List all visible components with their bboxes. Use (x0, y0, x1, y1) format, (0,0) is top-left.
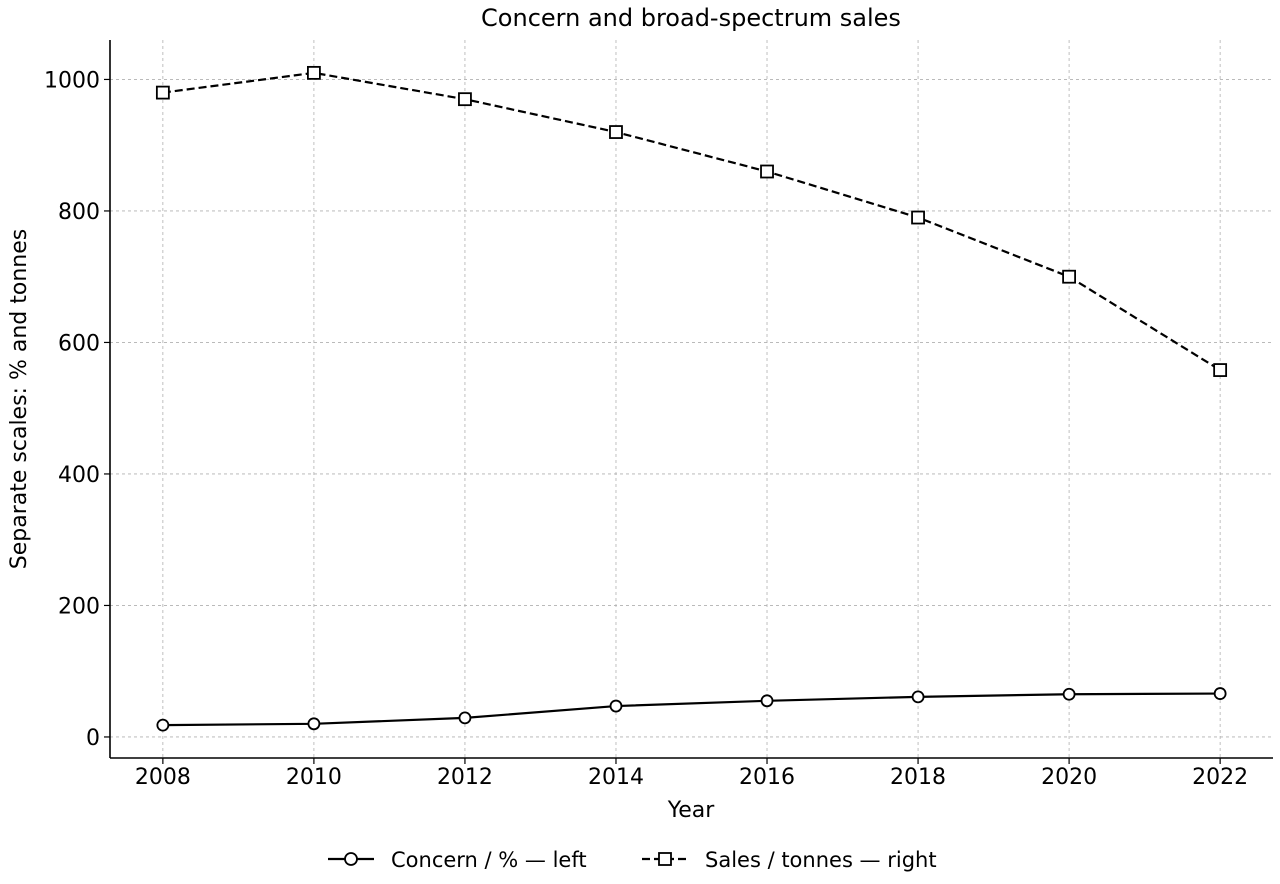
x-tick-label-2010: 2010 (286, 765, 342, 790)
data-point-0-2022 (1213, 687, 1227, 700)
data-point-1-2014 (609, 125, 623, 139)
data-point-0-2018 (911, 690, 925, 704)
legend-label-sales: Sales / tonnes — right (705, 848, 937, 872)
ticks: 2008 2010 2012 2014 2016 2018 2020 2022 0 200 400 6… (44, 68, 1248, 790)
y-tick-label-200: 200 (58, 594, 100, 619)
x-tick-label-2016: 2016 (739, 765, 795, 790)
series-line-1 (162, 71, 1221, 372)
x-tick-label-2014: 2014 (588, 765, 644, 790)
legend: Concern / % — left Sales / tonnes — righ… (328, 848, 937, 872)
series-line-0 (162, 692, 1221, 727)
series-0 (156, 687, 1227, 732)
x-tick-label-2020: 2020 (1041, 765, 1097, 790)
x-tick-label-2012: 2012 (437, 765, 493, 790)
y-tick-label-0: 0 (86, 726, 100, 751)
y-tick-label-600: 600 (58, 331, 100, 356)
data-point-0-2016 (760, 694, 774, 708)
data-point-1-2020 (1062, 269, 1076, 284)
series-1 (155, 65, 1228, 377)
x-tick-label-2008: 2008 (135, 765, 191, 790)
legend-item-sales: Sales / tonnes — right (642, 848, 937, 872)
legend-item-concern: Concern / % — left (328, 848, 587, 872)
legend-swatch-concern-marker (344, 852, 358, 866)
x-tick-label-2018: 2018 (890, 765, 946, 790)
axes (109, 40, 1273, 759)
y-tick-label-800: 800 (58, 200, 100, 225)
data-point-0-2008 (156, 718, 170, 732)
data-point-1-2008 (155, 85, 170, 100)
data-point-1-2010 (307, 65, 321, 80)
y-tick-label-1000: 1000 (44, 68, 100, 93)
data-point-1-2012 (458, 92, 472, 107)
x-axis-label: Year (667, 798, 716, 823)
data-point-1-2022 (1213, 363, 1228, 377)
y-tick-label-400: 400 (58, 463, 100, 488)
legend-swatch-sales-marker (658, 852, 672, 866)
data-point-0-2012 (458, 711, 472, 725)
chart-title: Concern and broad-spectrum sales (481, 4, 901, 32)
data-point-0-2014 (609, 699, 623, 713)
legend-label-concern: Concern / % — left (391, 848, 587, 872)
data-point-1-2016 (760, 164, 774, 179)
series (155, 65, 1228, 732)
grid (110, 40, 1273, 758)
data-point-0-2020 (1062, 687, 1076, 701)
y-axis-label: Separate scales: % and tonnes (7, 229, 32, 569)
data-point-0-2010 (307, 717, 321, 731)
x-tick-label-2022: 2022 (1192, 765, 1248, 790)
data-point-1-2018 (911, 210, 925, 225)
